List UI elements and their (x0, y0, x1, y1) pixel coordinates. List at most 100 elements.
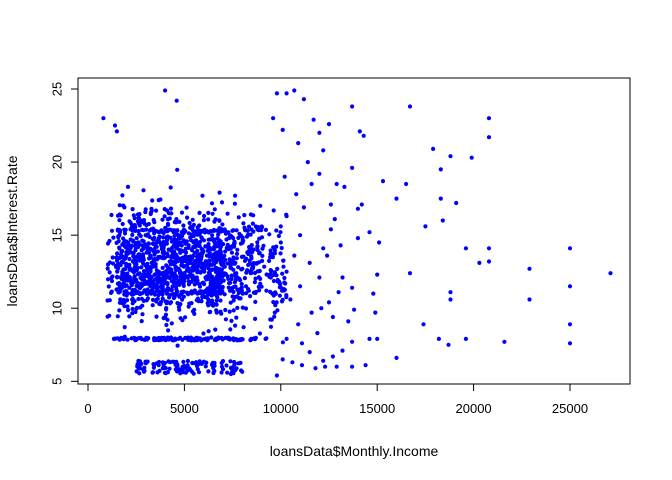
data-point (179, 273, 184, 278)
data-point (350, 339, 355, 344)
data-point (173, 252, 178, 257)
data-point (502, 339, 507, 344)
data-point (158, 197, 163, 202)
data-point (239, 368, 244, 373)
data-point (226, 247, 231, 252)
data-point (204, 253, 210, 258)
data-point (274, 91, 279, 96)
data-point (209, 254, 214, 259)
data-point (194, 335, 200, 341)
data-point (317, 171, 322, 176)
data-point (161, 315, 166, 320)
data-point (120, 221, 125, 227)
x-tick-label: 25000 (552, 401, 588, 416)
data-point (115, 227, 120, 232)
data-point (373, 310, 378, 315)
data-point (117, 300, 122, 305)
data-point (170, 250, 175, 256)
data-point (334, 181, 339, 187)
x-axis: 0 5000 10000 15000 20000 25000 (84, 383, 588, 416)
data-point (567, 341, 573, 346)
data-point (133, 309, 138, 315)
data-point (284, 214, 289, 219)
data-point (284, 269, 289, 274)
data-point (195, 252, 200, 257)
data-point (346, 319, 351, 324)
data-point (204, 294, 209, 299)
data-point (169, 239, 174, 244)
data-point (232, 244, 237, 249)
data-point (165, 264, 170, 270)
data-point (117, 290, 122, 295)
data-point (216, 243, 222, 249)
data-point (210, 292, 215, 297)
data-point (271, 208, 276, 213)
data-point (105, 241, 111, 246)
data-point (203, 259, 208, 264)
data-point (231, 298, 236, 303)
data-point (162, 366, 167, 371)
data-point (130, 306, 135, 312)
data-point (122, 231, 128, 236)
data-point (218, 261, 223, 266)
data-point (223, 257, 228, 262)
data-point (263, 336, 268, 341)
data-point (208, 237, 213, 242)
data-point (317, 275, 322, 280)
data-point (130, 232, 135, 237)
data-point (111, 235, 116, 240)
data-point (144, 242, 149, 247)
data-point (187, 220, 192, 226)
data-point (440, 218, 445, 223)
data-point (567, 246, 573, 251)
data-point (268, 324, 274, 329)
x-axis-title: loansData$Monthly.Income (270, 443, 439, 459)
data-point (182, 270, 187, 276)
data-point (136, 358, 141, 364)
data-point (229, 318, 234, 323)
data-point (218, 309, 223, 315)
data-point (189, 238, 194, 243)
data-point (305, 160, 310, 165)
data-point (243, 284, 249, 289)
data-point (131, 270, 136, 275)
data-point (147, 234, 152, 239)
data-point (110, 274, 115, 279)
data-point (140, 312, 145, 317)
data-point (172, 233, 177, 239)
data-point (272, 314, 277, 319)
data-point (278, 240, 283, 245)
data-point (127, 285, 132, 290)
data-point (174, 369, 180, 374)
data-point (122, 255, 127, 260)
data-point (257, 236, 262, 241)
data-point (120, 269, 125, 274)
data-point (114, 255, 119, 260)
data-point (156, 359, 162, 365)
data-point (191, 229, 196, 234)
data-point (132, 275, 137, 280)
data-point (261, 243, 266, 248)
data-point (136, 229, 141, 234)
data-point (206, 217, 211, 222)
data-point (150, 198, 155, 203)
data-point (146, 264, 152, 270)
data-point (268, 317, 273, 322)
data-point (128, 227, 133, 232)
data-point (239, 254, 244, 259)
data-point (213, 266, 218, 271)
data-point (375, 272, 380, 277)
data-point (146, 246, 152, 251)
data-point (129, 336, 134, 341)
data-point (215, 236, 220, 241)
data-point (215, 276, 220, 281)
data-point (191, 371, 196, 376)
data-point (140, 303, 145, 308)
data-point (111, 261, 116, 266)
data-point (147, 273, 152, 278)
data-point (281, 258, 286, 263)
data-point (127, 256, 132, 262)
data-point (214, 298, 219, 303)
data-point (141, 269, 147, 274)
data-point (274, 228, 279, 233)
